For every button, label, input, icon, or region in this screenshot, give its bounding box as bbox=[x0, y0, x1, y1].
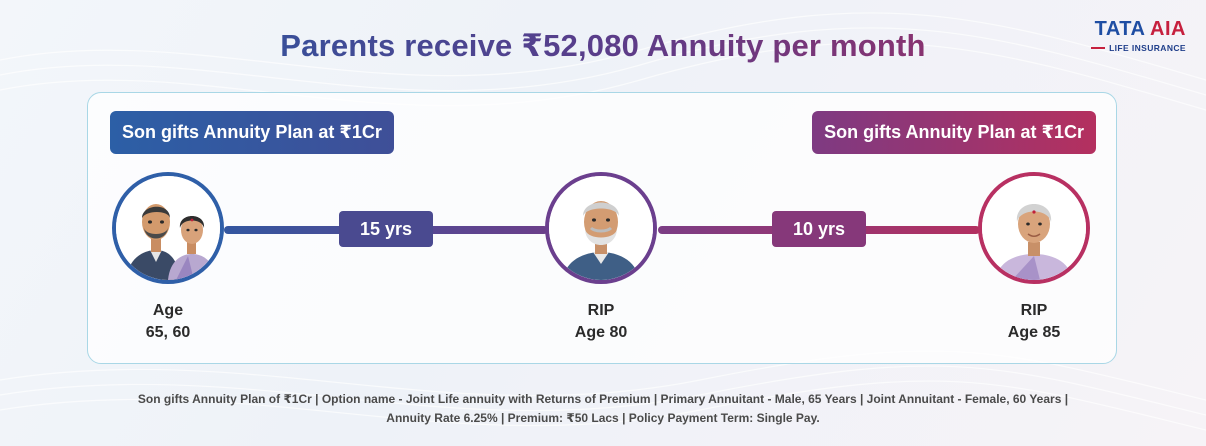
gap-pill-2: 10 yrs bbox=[772, 211, 866, 247]
node-label-line1: Age bbox=[152, 302, 184, 319]
logo-aia: AIA bbox=[1150, 18, 1186, 40]
node-label-line2: 65, 60 bbox=[145, 324, 191, 341]
node-label-line1: RIP bbox=[587, 302, 615, 319]
elderly-man-avatar bbox=[545, 172, 657, 284]
node-label-mother: RIP Age 85 bbox=[954, 300, 1114, 344]
elderly-woman-avatar bbox=[978, 172, 1090, 284]
footnote-line1: Son gifts Annuity Plan of ₹1Cr | Option … bbox=[137, 392, 1069, 406]
node-label-parents: Age 65, 60 bbox=[88, 300, 248, 344]
node-label-father: RIP Age 80 bbox=[521, 300, 681, 344]
node-label-line2: Age 85 bbox=[1007, 324, 1061, 341]
disclaimer-footnote: Son gifts Annuity Plan of ₹1Cr | Option … bbox=[0, 390, 1206, 428]
page-title: Parents receive ₹52,080 Annuity per mont… bbox=[0, 28, 1206, 64]
node-label-line1: RIP bbox=[1020, 302, 1048, 319]
logo-wordmark: TATA AIA bbox=[1062, 18, 1186, 41]
gift-tag-right: Son gifts Annuity Plan at ₹1Cr bbox=[812, 111, 1096, 154]
logo-tata: TATA bbox=[1094, 18, 1145, 40]
elderly-man-illustration bbox=[549, 176, 653, 280]
logo-subtitle: LIFE INSURANCE bbox=[1062, 43, 1186, 53]
logo-dash bbox=[1091, 47, 1106, 49]
parents-couple-avatar bbox=[112, 172, 224, 284]
gap-pill-1: 15 yrs bbox=[339, 211, 433, 247]
gift-tag-left: Son gifts Annuity Plan at ₹1Cr bbox=[110, 111, 394, 154]
logo-sub-text: LIFE INSURANCE bbox=[1109, 43, 1186, 53]
node-label-line2: Age 80 bbox=[574, 324, 628, 341]
elderly-woman-illustration bbox=[982, 176, 1086, 280]
couple-illustration bbox=[116, 176, 220, 280]
footnote-line2: Annuity Rate 6.25% | Premium: ₹50 Lacs |… bbox=[386, 411, 820, 425]
brand-logo: TATA AIA LIFE INSURANCE bbox=[1062, 18, 1186, 53]
